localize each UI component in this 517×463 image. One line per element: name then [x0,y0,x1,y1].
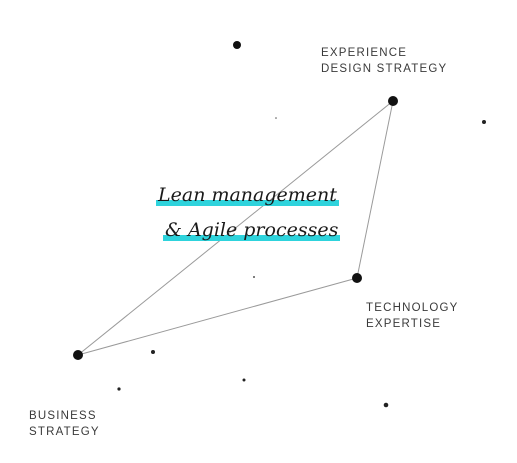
label-technology-expertise: TECHNOLOGY EXPERTISE [366,300,459,332]
center-phrase-line-1: Lean management [156,183,339,207]
edge-experience-technology [356,100,394,279]
decorative-dot [383,402,389,408]
decorative-dot [151,350,155,354]
node-technology-expertise [352,273,362,283]
decorative-dot [117,387,121,391]
decorative-dot [233,41,241,49]
label-line: EXPERIENCE [321,47,408,59]
label-line: BUSINESS [29,410,97,422]
label-line: EXPERTISE [366,318,442,330]
decorative-dot [253,276,255,278]
decorative-dot [482,120,486,124]
label-line: DESIGN STRATEGY [321,63,448,75]
node-business-strategy [73,350,83,360]
highlight-bar [163,235,341,241]
edge-business-experience [77,100,394,356]
label-experience-design-strategy: EXPERIENCE DESIGN STRATEGY [321,45,447,77]
decorative-dot [275,117,277,119]
center-phrase-line-2: & Agile processes [163,218,341,242]
highlight-bar [156,200,339,206]
node-experience-design-strategy [388,96,398,106]
center-text: Lean management [158,184,337,206]
label-line: TECHNOLOGY [366,302,459,314]
label-line: STRATEGY [29,426,100,438]
edge-technology-business [77,277,358,356]
center-text: & Agile processes [165,219,339,241]
decorative-dot [242,378,246,382]
label-business-strategy: BUSINESS STRATEGY [29,408,100,440]
